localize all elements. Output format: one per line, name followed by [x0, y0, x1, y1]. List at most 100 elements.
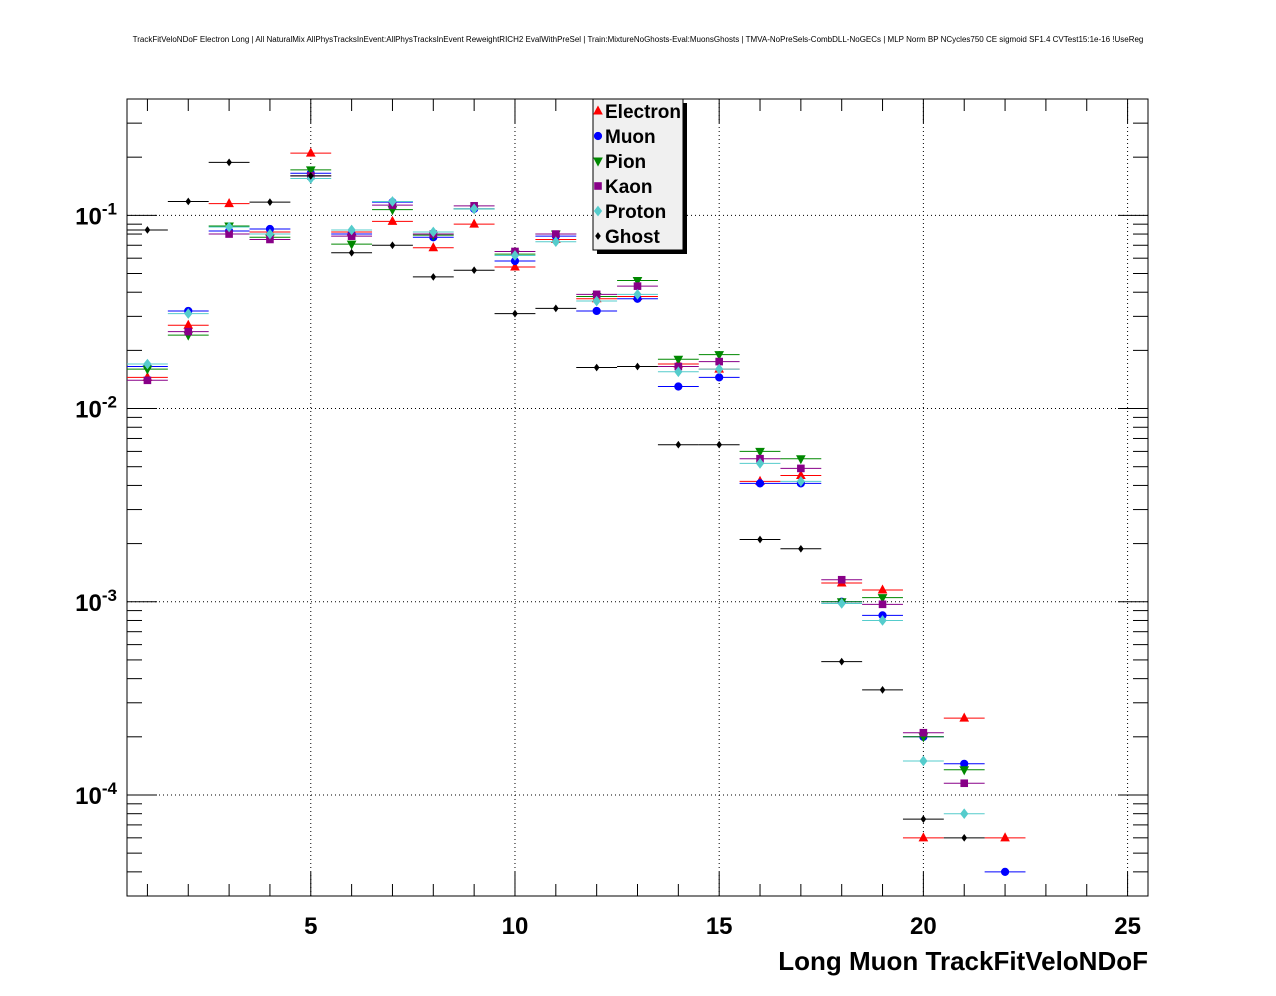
data-point	[552, 304, 559, 313]
data-point	[796, 476, 805, 487]
y-tick-label: 10-1	[75, 199, 117, 230]
series-ghost	[127, 158, 985, 842]
data-point	[144, 226, 151, 234]
data-point	[961, 833, 968, 842]
data-point	[510, 250, 520, 261]
data-point	[143, 376, 152, 385]
data-point	[634, 362, 641, 371]
data-point	[675, 440, 682, 449]
data-point	[428, 242, 439, 252]
data-point	[429, 226, 438, 238]
x-tick-label: 5	[304, 913, 317, 940]
series-proton	[127, 173, 985, 820]
legend-marker	[593, 131, 603, 141]
data-point	[224, 198, 234, 208]
y-tick-label: 10-2	[75, 393, 117, 424]
data-point	[796, 455, 806, 465]
data-point	[267, 198, 273, 206]
data-point	[551, 236, 560, 248]
data-point	[512, 309, 518, 318]
data-point	[592, 295, 601, 307]
data-point	[715, 363, 724, 375]
data-point	[877, 594, 888, 604]
data-point	[387, 215, 398, 225]
data-point	[185, 197, 192, 206]
legend-marker	[593, 157, 603, 167]
data-point	[716, 440, 723, 449]
data-point	[389, 241, 396, 250]
data-point	[633, 282, 642, 290]
legend-marker	[593, 205, 603, 217]
data-point	[960, 779, 969, 788]
legend-marker	[595, 232, 601, 240]
data-point	[305, 147, 316, 157]
data-point	[184, 327, 193, 336]
data-point	[757, 535, 763, 544]
legend-label: Electron	[605, 102, 681, 123]
data-point	[143, 358, 152, 370]
legend-label: Pion	[605, 152, 646, 173]
legend-marker	[594, 182, 602, 190]
data-point	[552, 230, 560, 238]
data-point	[347, 224, 356, 236]
x-tick-label: 20	[910, 913, 937, 940]
legend-box	[592, 98, 684, 251]
data-point	[1000, 867, 1010, 876]
data-point	[837, 575, 846, 584]
data-point	[307, 172, 314, 180]
data-point	[305, 166, 316, 176]
legend: Electron Muon Pion Kaon Proton Ghost	[592, 98, 687, 254]
series-pion	[127, 166, 985, 776]
series-kaon	[127, 172, 985, 788]
data-point	[673, 355, 684, 365]
y-tick-label: 10-4	[75, 779, 117, 810]
data-point	[510, 261, 520, 271]
data-point	[878, 600, 887, 609]
data-point	[960, 808, 969, 820]
data-point	[919, 755, 928, 767]
data-point	[879, 686, 886, 694]
data-point	[592, 306, 601, 316]
series-muon	[127, 169, 1026, 876]
axes: 5 10 15 20 25 10-1 10-2 10-3 10-4	[75, 98, 1148, 940]
x-axis-label: Long Muon TrackFitVeloNDoF	[778, 946, 1148, 976]
legend-marker	[593, 105, 603, 115]
data-point	[878, 615, 887, 626]
data-point	[184, 308, 193, 319]
data-point	[674, 366, 683, 378]
data-point	[755, 447, 765, 457]
y-tick-label: 10-3	[75, 586, 117, 617]
data-point	[959, 712, 970, 722]
data-point	[388, 196, 397, 207]
chart-title: TrackFitVeloNDoF Electron Long | All Nat…	[133, 35, 1144, 44]
legend-label: Kaon	[605, 177, 653, 198]
data-point	[470, 203, 479, 215]
data-point	[633, 289, 642, 300]
legend-label: Ghost	[605, 227, 661, 248]
data-point	[715, 373, 724, 382]
data-point	[797, 464, 805, 473]
data-point	[1000, 832, 1010, 842]
data-point	[226, 158, 232, 167]
data-point	[755, 458, 765, 469]
data-point	[838, 657, 845, 666]
data-point	[837, 598, 846, 609]
data-point	[877, 584, 888, 594]
x-tick-label: 25	[1114, 913, 1141, 940]
x-tick-label: 15	[706, 913, 733, 940]
data-point	[593, 363, 600, 372]
data-point	[714, 351, 725, 361]
data-point	[265, 228, 275, 240]
data-point	[183, 319, 194, 329]
data-point	[798, 544, 804, 553]
data-point	[959, 766, 970, 776]
data-points	[127, 147, 1026, 876]
data-point	[920, 815, 927, 823]
data-point	[346, 240, 357, 250]
data-point	[632, 276, 643, 287]
series-electron	[127, 147, 1026, 842]
data-point	[469, 218, 479, 228]
data-point	[348, 248, 355, 257]
legend-label: Proton	[605, 202, 666, 223]
data-point	[471, 266, 477, 275]
